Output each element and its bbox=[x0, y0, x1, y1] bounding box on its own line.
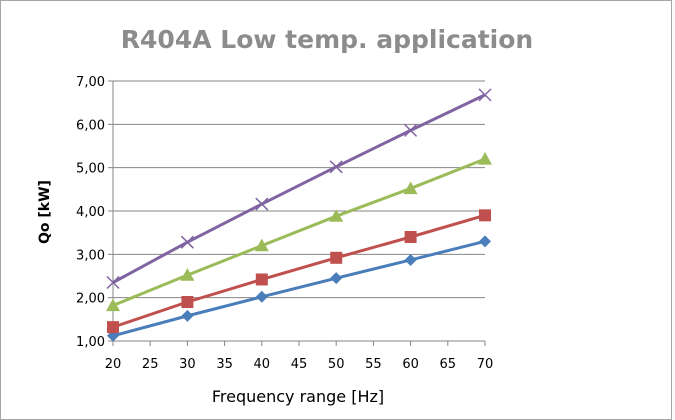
series-line-2 bbox=[112, 213, 486, 329]
axes bbox=[108, 80, 486, 346]
series-3-point bbox=[106, 298, 120, 312]
series-2-point bbox=[479, 209, 491, 222]
series-group bbox=[106, 88, 492, 342]
y-tick-label: 6,00 bbox=[76, 118, 105, 133]
grid bbox=[113, 80, 485, 299]
series-1-point bbox=[404, 253, 417, 266]
y-tick-label: 5,00 bbox=[76, 162, 105, 177]
series-line-3 bbox=[112, 157, 486, 307]
x-axis-title: Frequency range [Hz] bbox=[212, 387, 384, 406]
series-line-1 bbox=[112, 239, 486, 338]
series-1-point bbox=[330, 272, 343, 285]
series-2-point bbox=[330, 251, 343, 264]
x-tick-label: 65 bbox=[440, 357, 457, 372]
x-tick-label: 30 bbox=[179, 357, 196, 372]
x-tick-label: 70 bbox=[477, 357, 494, 372]
x-tick-label: 35 bbox=[216, 357, 233, 372]
y-tick-label: 2,00 bbox=[76, 292, 105, 307]
series-4-point bbox=[478, 88, 492, 102]
series-4-point bbox=[329, 160, 343, 174]
x-tick-label: 25 bbox=[142, 357, 159, 372]
y-tick-label: 1,00 bbox=[76, 335, 105, 350]
series-3-point bbox=[478, 152, 492, 165]
y-tick-label: 3,00 bbox=[76, 248, 105, 263]
series-2-point bbox=[255, 273, 268, 286]
series-4-point bbox=[106, 275, 120, 290]
series-2-point bbox=[181, 296, 194, 308]
chart-svg: R404A Low temp. application 1,00 2,00 3,00… bbox=[37, 25, 533, 406]
y-axis-title: Qo [kW] bbox=[37, 180, 53, 244]
y-tick-label: 7,00 bbox=[76, 75, 105, 90]
series-3-point bbox=[403, 181, 418, 195]
x-tick-label: 60 bbox=[402, 357, 419, 372]
series-2-point bbox=[404, 231, 417, 243]
series-line-4 bbox=[112, 93, 486, 284]
series-4-point bbox=[404, 123, 418, 137]
series-1-point bbox=[479, 235, 491, 248]
series-4-point bbox=[255, 197, 269, 211]
series-4-point bbox=[180, 235, 194, 249]
series-3-point bbox=[254, 238, 269, 252]
chart-title: R404A Low temp. application bbox=[121, 25, 533, 54]
x-tick-label: 40 bbox=[254, 357, 271, 372]
series-1-point bbox=[181, 309, 194, 322]
x-tick-label: 55 bbox=[365, 357, 382, 372]
x-tick-label: 50 bbox=[328, 357, 345, 372]
series-3-point bbox=[329, 209, 344, 222]
tick-labels: 1,00 2,00 3,00 4,00 5,00 6,00 7,00 20 25 30 35 40 45… bbox=[76, 75, 493, 372]
x-tick-label: 45 bbox=[291, 357, 308, 372]
series-2-point bbox=[107, 321, 119, 334]
series-3-point bbox=[180, 268, 195, 281]
y-tick-label: 4,00 bbox=[76, 205, 105, 220]
series-1-point bbox=[255, 290, 268, 303]
x-tick-label: 20 bbox=[105, 357, 122, 372]
